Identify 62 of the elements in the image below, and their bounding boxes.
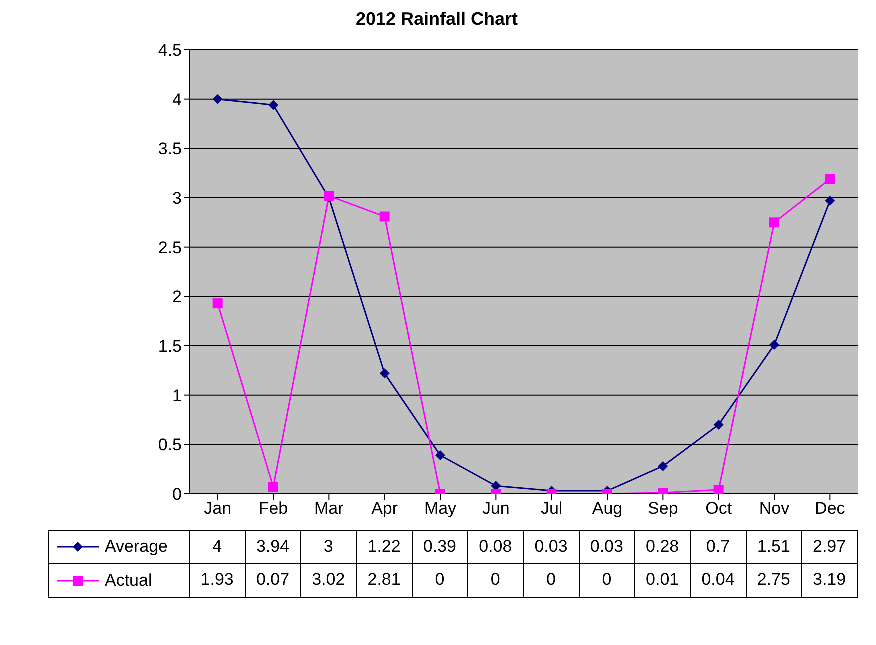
point	[268, 100, 278, 110]
y-tick-label: 2.5	[158, 238, 182, 258]
data-label: 2.81	[356, 564, 413, 598]
x-tick-label: Dec	[815, 499, 846, 518]
data-label: 0	[412, 564, 468, 598]
data-label: 3.94	[246, 530, 302, 564]
legend-label: Actual	[48, 564, 190, 598]
data-label: 1.93	[190, 564, 246, 598]
point	[436, 450, 446, 461]
point	[212, 298, 223, 309]
chart-title: 2012 Rainfall Chart	[354, 8, 520, 30]
point	[380, 368, 390, 379]
x-tick-label: Oct	[706, 499, 732, 518]
y-tick-label: 2	[172, 288, 182, 307]
data-label: 0	[524, 564, 580, 598]
data-label: 0.39	[412, 530, 468, 564]
data-label: 0.07	[246, 564, 302, 598]
x-tick-label: Feb	[258, 499, 288, 518]
data-label: 1.22	[356, 530, 413, 564]
data-label: 1.51	[746, 530, 802, 564]
x-tick-label: Sep	[648, 499, 678, 518]
point	[825, 174, 836, 184]
data-label: 2.75	[746, 564, 802, 598]
data-label: 3.02	[301, 564, 357, 598]
data-label: 0.28	[635, 530, 691, 564]
data-label: 3	[301, 530, 357, 564]
data-label: 0.03	[524, 530, 580, 564]
x-tick-label: Nov	[759, 499, 790, 518]
point	[714, 485, 724, 494]
x-tick-label: May	[424, 499, 458, 518]
data-label: 0.03	[580, 530, 636, 564]
legend-label: Average	[48, 530, 190, 564]
data-label: 3.19	[802, 564, 858, 598]
point	[658, 461, 668, 472]
x-tick-label: Apr	[372, 499, 398, 518]
x-tick-label: Jan	[204, 499, 232, 518]
point	[714, 420, 724, 430]
data-label: 0.01	[635, 564, 691, 598]
y-tick-label: 0.5	[158, 436, 182, 455]
point	[380, 212, 390, 222]
point	[825, 196, 836, 206]
point	[268, 482, 278, 492]
point	[212, 94, 223, 104]
y-tick-label: 1.5	[158, 337, 182, 356]
data-label: 0.7	[690, 530, 747, 564]
data-label: 0	[580, 564, 636, 598]
point	[770, 340, 780, 350]
y-tick-label: 4	[172, 90, 182, 110]
x-tick-label: Jul	[540, 499, 563, 518]
x-tick-label: Aug	[592, 499, 623, 518]
data-label: 0	[468, 564, 524, 598]
x-tick-label: Jun	[482, 499, 510, 518]
y-tick-label: 1	[172, 386, 182, 406]
y-tick-label: 3.5	[158, 140, 182, 159]
x-tick-label: Mar	[314, 499, 344, 518]
point	[770, 218, 780, 228]
y-tick-label: 4.5	[158, 41, 182, 60]
data-label: 0.08	[468, 530, 524, 564]
data-label: 0.04	[690, 564, 747, 598]
y-tick-label: 0	[172, 485, 182, 504]
data-label: 2.97	[802, 530, 858, 564]
y-tick-label: 3	[172, 189, 182, 208]
